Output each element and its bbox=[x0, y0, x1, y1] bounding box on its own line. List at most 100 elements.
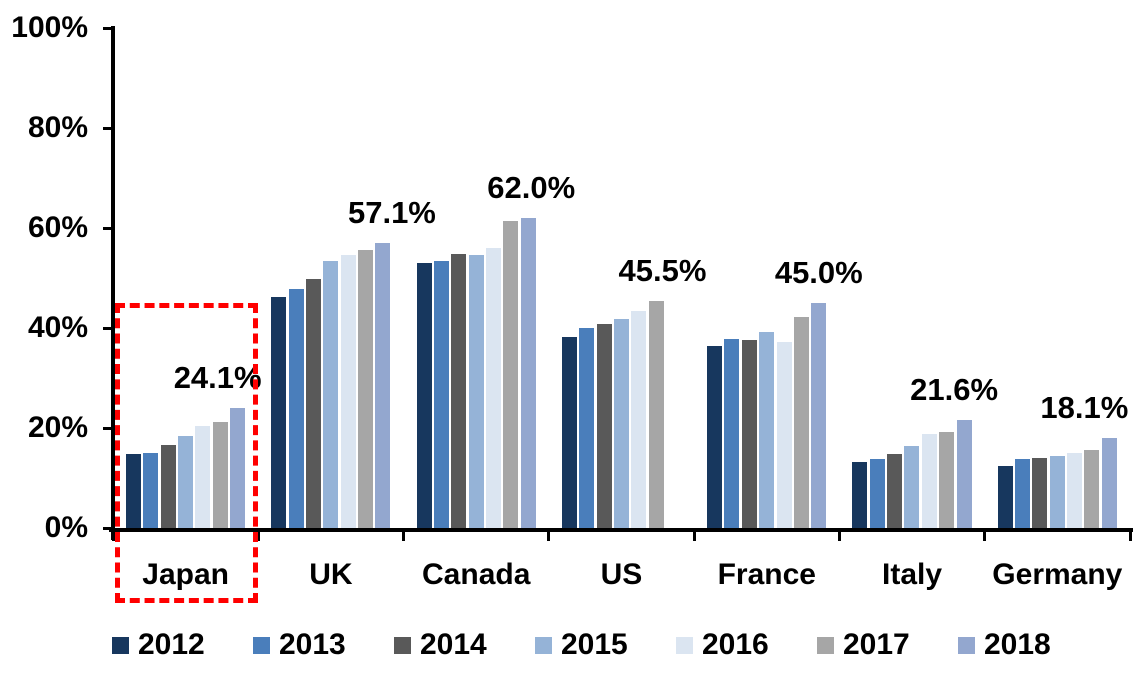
x-axis-line bbox=[109, 528, 1133, 532]
japan-highlight-box bbox=[115, 303, 258, 603]
category-label-germany: Germany bbox=[992, 558, 1123, 591]
legend-label-2018: 2018 bbox=[984, 628, 1051, 661]
y-axis-line bbox=[111, 26, 115, 540]
bar-2013-france bbox=[724, 338, 740, 528]
bar-2018-canada bbox=[520, 218, 536, 528]
value-label-canada: 62.0% bbox=[487, 170, 576, 205]
bar-2014-uk bbox=[305, 278, 321, 528]
bar-2016-us bbox=[631, 311, 647, 528]
legend-label-2012: 2012 bbox=[138, 628, 205, 661]
bar-2017-uk bbox=[358, 250, 374, 528]
category-label-italy: Italy bbox=[882, 558, 943, 591]
bar-2013-canada bbox=[433, 261, 449, 528]
x-tick bbox=[111, 530, 115, 541]
x-tick bbox=[547, 530, 551, 541]
y-tick bbox=[103, 227, 112, 230]
bar-2015-italy bbox=[904, 445, 920, 528]
y-tick-label: 20% bbox=[27, 411, 88, 444]
bar-2016-germany bbox=[1067, 453, 1083, 528]
bar-2015-uk bbox=[323, 261, 339, 528]
legend-swatch-2014 bbox=[394, 637, 411, 654]
x-tick bbox=[256, 530, 260, 541]
x-tick bbox=[983, 530, 987, 541]
bar-2017-japan bbox=[212, 421, 228, 528]
bar-2017-germany bbox=[1084, 450, 1100, 528]
category-label-japan: Japan bbox=[142, 558, 229, 591]
bar-2018-japan bbox=[230, 407, 246, 528]
bar-2017-france bbox=[793, 316, 809, 528]
category-label-france: France bbox=[717, 558, 816, 591]
y-tick-label: 60% bbox=[27, 211, 88, 244]
y-tick bbox=[103, 27, 112, 30]
value-label-uk: 57.1% bbox=[347, 194, 436, 230]
bar-2012-uk bbox=[271, 297, 287, 528]
bar-2012-us bbox=[561, 337, 577, 528]
bar-2018-uk bbox=[375, 242, 391, 528]
bar-2015-canada bbox=[468, 255, 484, 528]
bar-2018-france bbox=[811, 303, 827, 528]
bar-2017-italy bbox=[939, 432, 955, 528]
value-label-france: 45.0% bbox=[774, 255, 863, 290]
value-label-italy: 21.6% bbox=[910, 372, 999, 407]
bar-2013-japan bbox=[143, 453, 159, 528]
x-tick bbox=[837, 530, 841, 541]
bar-2012-canada bbox=[416, 263, 432, 528]
value-label-us: 45.5% bbox=[618, 252, 707, 288]
legend-swatch-2017 bbox=[817, 637, 834, 654]
category-label-us: US bbox=[600, 558, 643, 591]
bar-2016-france bbox=[776, 342, 792, 528]
bar-2016-uk bbox=[340, 255, 356, 528]
bar-2017-canada bbox=[503, 220, 519, 528]
legend-label-2015: 2015 bbox=[561, 628, 628, 661]
legend-label-2014: 2014 bbox=[420, 628, 487, 661]
x-tick bbox=[402, 530, 406, 541]
bar-2014-italy bbox=[887, 453, 903, 528]
bar-2014-canada bbox=[451, 253, 467, 528]
y-tick bbox=[103, 527, 112, 530]
y-tick bbox=[103, 327, 112, 330]
y-tick-label: 100% bbox=[11, 11, 88, 44]
bar-2014-germany bbox=[1032, 458, 1048, 528]
bar-2015-germany bbox=[1049, 456, 1065, 528]
bar-2012-france bbox=[707, 345, 723, 528]
bar-2013-us bbox=[579, 328, 595, 528]
bar-2015-us bbox=[613, 318, 629, 528]
y-tick bbox=[103, 127, 112, 130]
bar-2016-japan bbox=[195, 426, 211, 528]
bar-2012-japan bbox=[126, 454, 141, 528]
bar-2015-japan bbox=[178, 436, 194, 528]
x-tick bbox=[692, 530, 696, 541]
category-label-canada: Canada bbox=[422, 558, 531, 591]
bar-2014-france bbox=[741, 339, 757, 528]
legend-label-2013: 2013 bbox=[279, 628, 346, 661]
legend-label-2017: 2017 bbox=[843, 628, 910, 661]
y-tick-label: 0% bbox=[44, 511, 88, 544]
bar-2013-uk bbox=[288, 289, 304, 528]
bar-2013-italy bbox=[869, 458, 885, 528]
value-label-japan: 24.1% bbox=[173, 359, 262, 395]
legend-swatch-2015 bbox=[535, 637, 552, 654]
legend-swatch-2018 bbox=[958, 637, 975, 654]
legend-swatch-2016 bbox=[676, 637, 693, 654]
legend-swatch-2012 bbox=[112, 637, 129, 654]
value-label-germany: 18.1% bbox=[1040, 389, 1129, 425]
x-tick bbox=[1128, 530, 1132, 541]
bar-2016-canada bbox=[485, 248, 501, 528]
bar-2015-france bbox=[759, 331, 775, 528]
bar-2017-us bbox=[648, 300, 664, 528]
legend-swatch-2013 bbox=[253, 637, 270, 654]
bar-2016-italy bbox=[921, 434, 937, 528]
bar-2012-italy bbox=[852, 461, 868, 528]
category-label-uk: UK bbox=[309, 558, 353, 591]
bar-2018-germany bbox=[1101, 437, 1117, 528]
bar-2013-germany bbox=[1015, 459, 1031, 528]
bar-2012-germany bbox=[997, 465, 1013, 528]
bar-2018-italy bbox=[956, 420, 972, 528]
y-tick-label: 80% bbox=[27, 111, 88, 144]
bar-2014-us bbox=[596, 323, 612, 528]
legend-label-2016: 2016 bbox=[702, 628, 769, 661]
y-tick-label: 40% bbox=[27, 311, 88, 344]
bar-2014-japan bbox=[160, 444, 176, 528]
y-tick bbox=[103, 427, 112, 430]
